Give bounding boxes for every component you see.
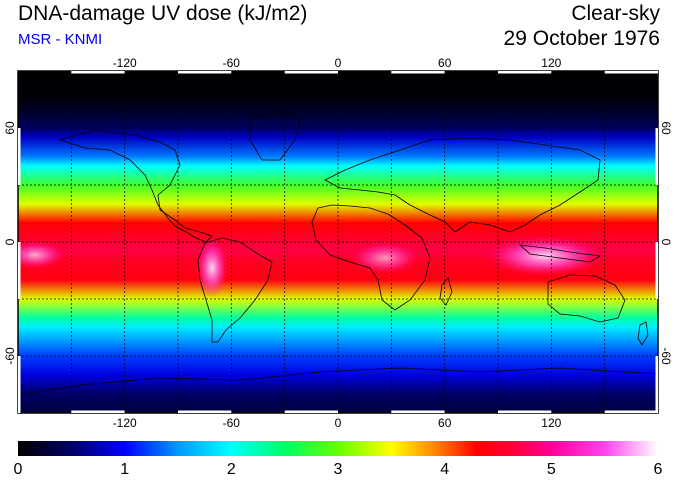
new-zealand-coast [637,321,649,346]
lat-label-left: -60 [3,347,17,365]
lon-label-bottom: -120 [113,416,137,430]
indonesia-coast [518,244,602,263]
europe-africa-coast [311,204,431,311]
lon-label-bottom: -60 [223,416,241,430]
north-america-coast [58,129,213,243]
colorbar-label: 2 [227,461,236,478]
coastlines [18,111,658,396]
colorbar-label: 1 [120,461,129,478]
map-date: 29 October 1976 [503,27,660,50]
map-frame [17,70,659,414]
lat-label-right: 0 [659,239,673,246]
lat-label-left: 0 [3,238,17,245]
lon-label-top: 120 [541,56,561,70]
eurasia-coast [324,137,601,233]
colorbar-label: 4 [440,461,449,478]
lon-label-bottom: 0 [335,416,342,430]
data-source-label: MSR - KNMI [18,31,103,48]
australia-coast [547,274,626,323]
colorbar-label: 3 [334,461,343,478]
pacific-hotspot [18,241,65,269]
lat-label-left: 60 [3,121,17,135]
colorbar [18,441,658,456]
greenland-coast [249,111,301,161]
lon-label-bottom: 60 [438,416,452,430]
madagascar-coast [439,277,453,306]
lon-label-top: 0 [335,56,342,70]
lon-label-top: -60 [223,56,241,70]
map-title: DNA-damage UV dose (kJ/m2) [18,2,308,25]
sky-condition-label: Clear-sky [571,2,660,25]
andes-hotspot [196,238,228,298]
lon-label-top: -120 [113,56,137,70]
antarctica-coast [18,367,658,396]
south-america-coast [197,237,273,343]
lon-label-bottom: 120 [541,416,561,430]
lon-label-top: 60 [438,56,452,70]
lat-label-right: -60 [659,347,673,365]
colorbar-label: 5 [547,461,556,478]
lat-label-right: 60 [659,121,673,135]
graticule [18,71,658,413]
colorbar-label: 6 [654,461,663,478]
africa-hotspot [350,242,420,274]
colorbar-label: 0 [14,461,23,478]
